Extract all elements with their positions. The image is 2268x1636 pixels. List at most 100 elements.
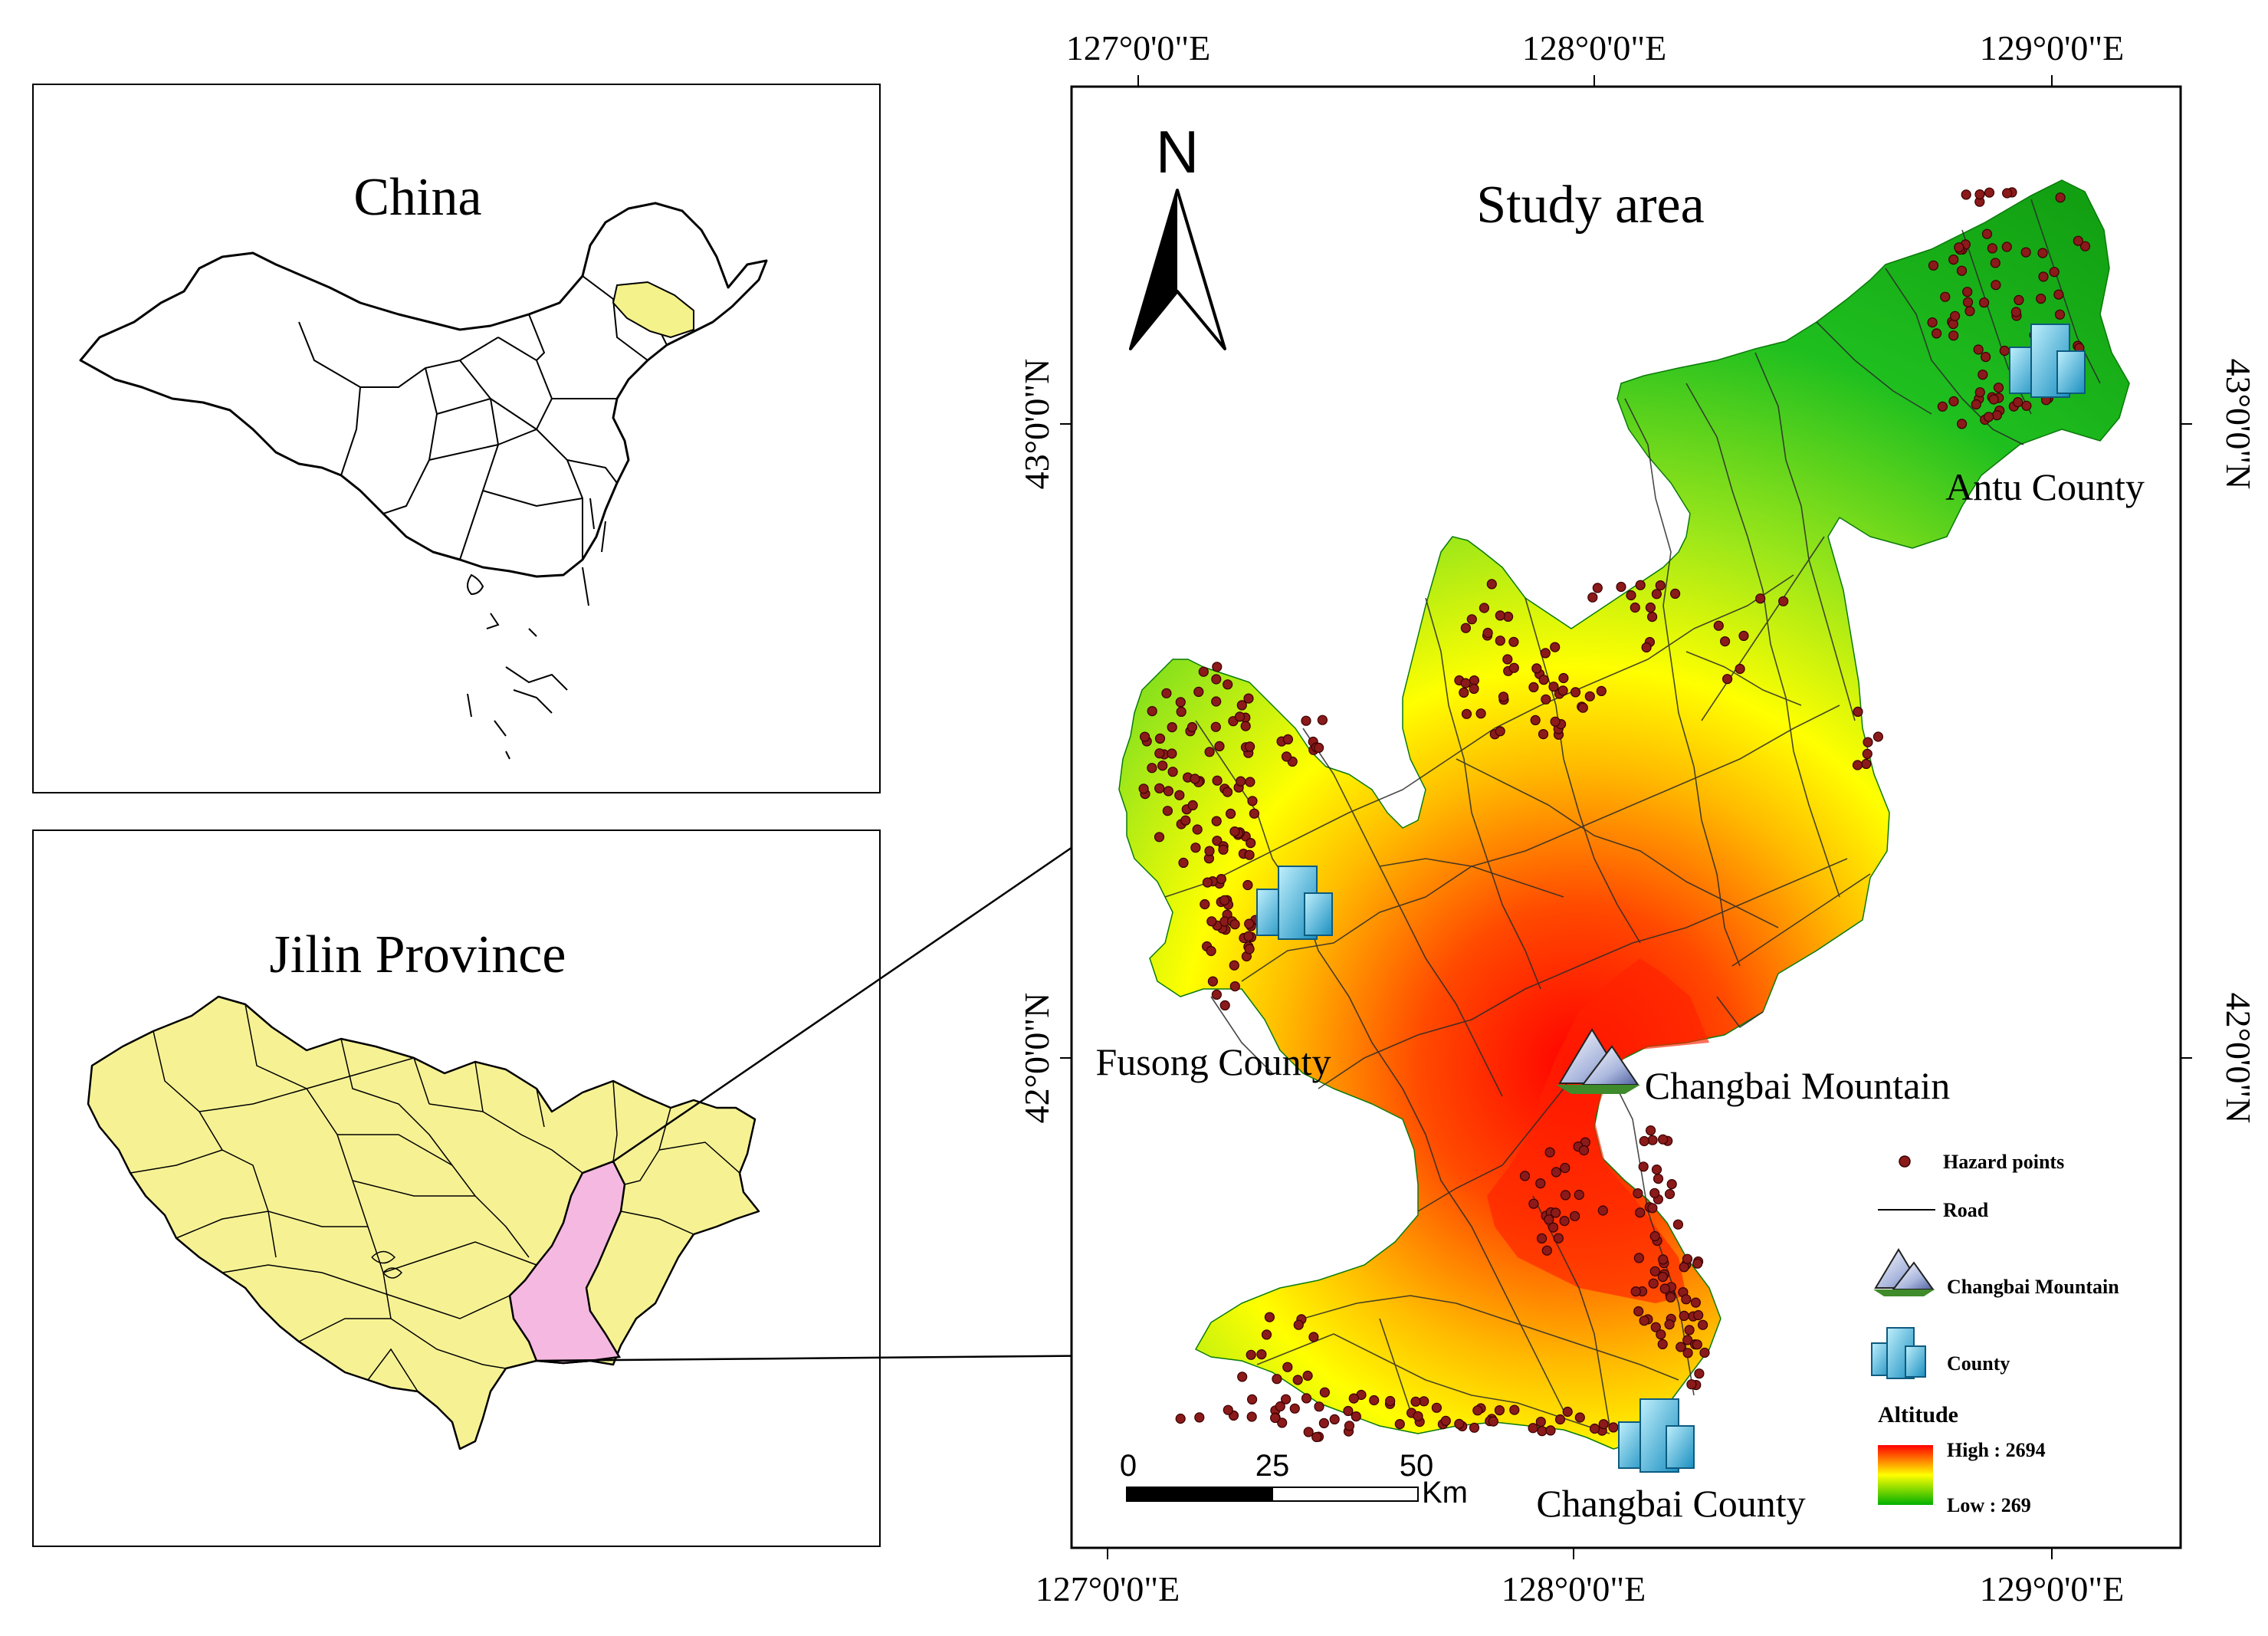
hazard-point xyxy=(1550,716,1561,727)
hazard-point xyxy=(1281,751,1292,762)
hazard-point xyxy=(1971,399,1981,410)
hazard-point xyxy=(1863,737,1873,747)
hazard-point xyxy=(1535,1178,1546,1189)
legend-altitude-high: High : 2694 xyxy=(1947,1439,2046,1461)
hazard-point xyxy=(1862,748,1872,760)
right-lat-43: 43°0'0"N xyxy=(2219,359,2258,490)
hazard-point xyxy=(1413,1411,1423,1421)
hazard-point xyxy=(1246,1411,1257,1422)
hazard-point xyxy=(1957,419,1968,429)
hazard-point xyxy=(1466,614,1477,625)
hazard-point xyxy=(1778,596,1789,606)
hazard-point xyxy=(1722,674,1733,685)
hazard-point xyxy=(1991,409,2002,421)
hazard-point xyxy=(1633,1188,1643,1199)
top-longitude-labels: 127°0'0"E 128°0'0"E 129°0'0"E xyxy=(1066,28,2125,67)
hazard-point xyxy=(1596,685,1607,697)
hazard-point xyxy=(1280,1394,1292,1404)
hazard-point xyxy=(2038,271,2049,282)
hazard-point xyxy=(1229,919,1240,930)
hazard-point xyxy=(1559,1215,1570,1227)
hazard-point xyxy=(2054,309,2066,320)
hazard-point xyxy=(1509,1404,1520,1415)
hazard-point xyxy=(1682,1335,1693,1345)
hazard-point xyxy=(1206,916,1217,927)
hazard-point xyxy=(1666,1178,1677,1190)
hazard-point xyxy=(1553,1233,1564,1243)
hazard-point xyxy=(1202,877,1213,888)
hazard-point xyxy=(1243,931,1254,941)
hazard-point xyxy=(1508,636,1519,647)
hazard-point xyxy=(1538,728,1549,740)
hazard-point xyxy=(1658,1254,1669,1265)
scale-tick-25: 25 xyxy=(1255,1449,1290,1483)
hazard-point xyxy=(1560,1190,1571,1201)
hazard-point xyxy=(1211,989,1223,1000)
bottom-ticks xyxy=(1107,1548,2053,1559)
hazard-point xyxy=(1508,662,1519,673)
hazard-point xyxy=(1204,846,1215,856)
legend-altitude-low: Low : 269 xyxy=(1947,1494,2031,1516)
hazard-point xyxy=(1163,786,1174,797)
hazard-point xyxy=(1713,620,1724,631)
hazard-point xyxy=(1981,228,1993,239)
china-islands xyxy=(467,498,606,760)
hazard-point xyxy=(1548,682,1559,692)
hazard-point xyxy=(1641,642,1652,653)
hazard-point xyxy=(1649,1230,1660,1242)
hazard-point xyxy=(2021,400,2032,411)
hazard-point xyxy=(1633,1306,1644,1317)
hazard-point xyxy=(1264,1312,1275,1322)
hazard-point xyxy=(1937,401,1948,412)
hazard-point xyxy=(1948,255,1959,265)
hazard-point xyxy=(1519,1171,1531,1181)
hazard-point xyxy=(1269,1412,1281,1424)
hazard-point xyxy=(1244,741,1255,752)
hazard-point xyxy=(1206,945,1216,957)
hazard-point xyxy=(1720,636,1731,647)
hazard-point xyxy=(1460,678,1471,688)
hazard-point xyxy=(1550,642,1561,652)
hazard-point xyxy=(1167,767,1178,777)
hazard-point xyxy=(1630,1286,1641,1297)
hazard-point xyxy=(1314,1401,1324,1412)
hazard-point xyxy=(1454,1418,1465,1430)
hazard-point xyxy=(1394,1418,1405,1430)
hazard-point xyxy=(1293,1319,1304,1330)
china-inset: China xyxy=(32,84,881,793)
hazard-point xyxy=(1538,675,1549,685)
right-ticks xyxy=(2181,423,2192,1059)
hazard-point xyxy=(1570,687,1581,698)
hazard-point xyxy=(1410,1396,1421,1407)
hazard-point xyxy=(1981,352,1991,363)
hazard-point xyxy=(1469,1422,1480,1433)
hazard-point xyxy=(2001,241,2012,252)
bottom-lon-129: 129°0'0"E xyxy=(1980,1569,2125,1608)
hazard-point xyxy=(1308,1332,1319,1342)
changbai-county-building-icon xyxy=(1618,1398,1695,1473)
hazard-point xyxy=(1562,1406,1573,1418)
hazard-point xyxy=(1587,592,1598,603)
hazard-point xyxy=(1198,666,1209,677)
hazard-point xyxy=(1961,189,1971,200)
hazard-point xyxy=(1460,623,1472,633)
hazard-point xyxy=(1187,800,1198,811)
hazard-point xyxy=(1313,742,1324,754)
hazard-point xyxy=(1541,1245,1552,1256)
hazard-point xyxy=(1138,784,1149,794)
hazard-point xyxy=(1682,1253,1693,1264)
hazard-point xyxy=(1319,1387,1331,1398)
hazard-point xyxy=(1237,1372,1248,1382)
hazard-point xyxy=(1570,1211,1580,1221)
hazard-point xyxy=(1219,895,1230,905)
hazard-point xyxy=(1244,944,1255,954)
legend-changbai-mountain-label: Changbai Mountain xyxy=(1947,1276,2119,1298)
hazard-point xyxy=(1154,832,1165,843)
hazard-point xyxy=(1544,1147,1555,1158)
hazard-point xyxy=(1385,1395,1396,1407)
left-lat-43: 43°0'0"N xyxy=(1017,359,1056,490)
hazard-point xyxy=(1948,330,1959,341)
hazard-point xyxy=(1180,815,1191,826)
hazard-point xyxy=(1928,260,1939,271)
